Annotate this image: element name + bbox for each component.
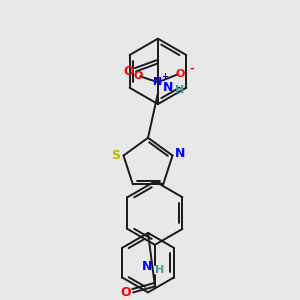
Text: O: O — [123, 65, 134, 78]
Text: -: - — [189, 63, 194, 74]
Text: O: O — [175, 69, 184, 79]
Text: N: N — [175, 147, 186, 160]
Text: N: N — [163, 81, 173, 94]
Text: O: O — [120, 286, 130, 299]
Text: O: O — [134, 71, 143, 81]
Text: H: H — [175, 85, 184, 95]
Text: H: H — [155, 265, 164, 275]
Text: +: + — [161, 72, 168, 81]
Text: N: N — [142, 260, 152, 273]
Text: S: S — [111, 149, 120, 162]
Text: N: N — [153, 77, 163, 87]
